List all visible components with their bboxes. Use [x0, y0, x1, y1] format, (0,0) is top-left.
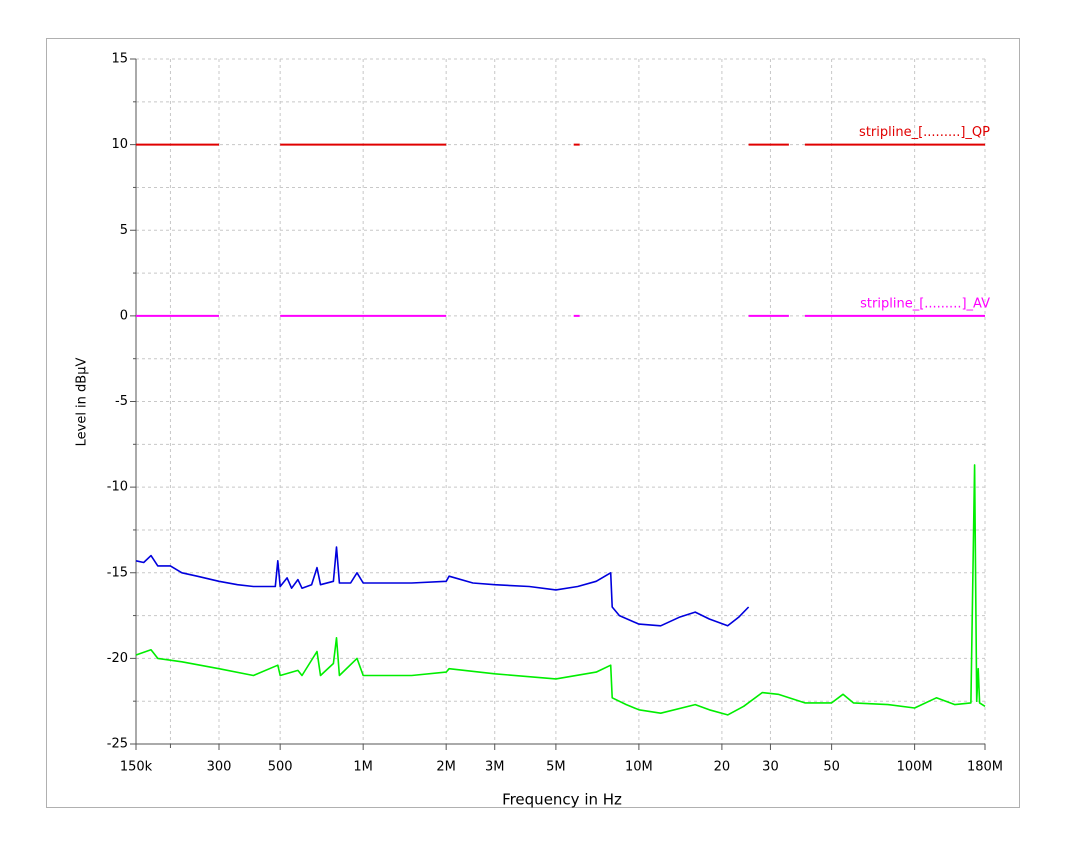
y-axis-label: Level in dBµV — [75, 358, 90, 447]
series-line — [135, 546, 750, 627]
chart-frame — [46, 38, 1020, 808]
x-tick-label: 10M — [625, 760, 653, 775]
x-tick-label: 300 — [207, 760, 232, 775]
x-tick-label: 100M — [897, 760, 933, 775]
x-tick-label: 500 — [268, 760, 293, 775]
x-tick-label: 1M — [353, 760, 373, 775]
y-tick-label: 10 — [111, 137, 128, 152]
limit-label: stripline_[.........]_QP — [859, 125, 990, 140]
y-tick-label: -25 — [107, 737, 128, 752]
series-line — [135, 464, 986, 716]
y-tick-label: -20 — [107, 651, 128, 666]
y-tick-label: -5 — [115, 394, 128, 409]
x-tick-label: 50 — [823, 760, 840, 775]
x-tick-label: 20 — [714, 760, 731, 775]
x-tick-label: 30 — [762, 760, 779, 775]
y-tick-label: 0 — [120, 308, 128, 323]
y-tick-label: 15 — [111, 52, 128, 67]
x-tick-label: 180M — [967, 760, 1003, 775]
y-tick-label: -15 — [107, 565, 128, 580]
x-tick-label: 2M — [436, 760, 456, 775]
x-tick-label: 150k — [120, 760, 153, 775]
x-tick-label: 5M — [546, 760, 566, 775]
y-tick-label: -10 — [107, 480, 128, 495]
y-tick-label: 5 — [120, 223, 128, 238]
limit-label: stripline_[.........]_AV — [860, 296, 990, 311]
x-axis-label: Frequency in Hz — [502, 791, 622, 809]
x-tick-label: 3M — [485, 760, 505, 775]
